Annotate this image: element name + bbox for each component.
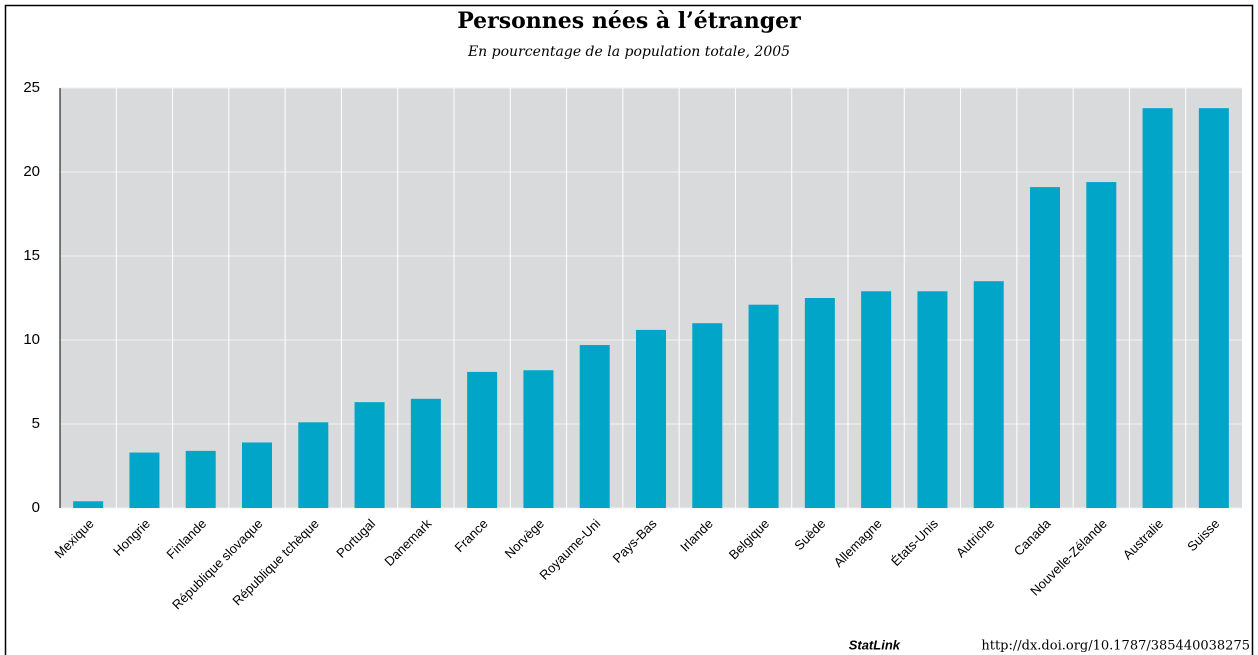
chart-title: Personnes nées à l’étranger [457,8,801,34]
x-tick-label: Portugal [333,516,378,561]
bar [185,450,216,508]
x-tick-label: Mexique [51,516,96,561]
bar [692,323,723,508]
bar [1086,182,1117,508]
x-tick-label: Hongrie [110,516,153,559]
bar [636,329,666,508]
bar [861,291,892,508]
y-tick-label: 0 [32,499,40,516]
x-tick-label: Finlande [163,516,209,562]
bar [298,422,329,508]
x-tick-label: Belgique [726,516,772,562]
y-tick-label: 10 [23,331,40,348]
x-tick-label: Norvège [502,516,547,561]
bar [748,304,779,508]
y-tick-label: 5 [32,415,40,432]
bar [1142,108,1173,508]
x-tick-label: Canada [1011,515,1054,558]
bar [129,452,160,508]
bar [973,281,1004,508]
x-tick-label: Royaume-Uni [536,516,603,583]
x-tick-label: Suisse [1184,516,1222,554]
bar [804,298,835,508]
x-tick-label: Suède [791,516,828,553]
x-tick-label: Pays-Bas [610,516,660,566]
statlink-url: http://dx.doi.org/10.1787/385440038275 [981,639,1250,654]
x-tick-label: États-Unis [888,516,941,569]
bar [523,370,554,508]
x-tick-label: Allemagne [831,516,885,570]
y-tick-label: 25 [23,79,40,96]
x-tick-label: Irlande [677,516,716,555]
frame [4,4,1254,655]
bar [410,398,441,508]
chart-subtitle: En pourcentage de la population totale, … [467,44,790,60]
y-tick-label: 15 [23,247,40,264]
bar [579,345,610,508]
x-tick-label: Autriche [953,516,997,560]
bar [354,402,385,508]
x-tick-label: Australie [1120,516,1166,562]
bar [242,442,272,508]
bar [467,371,498,508]
y-tick-label: 20 [23,163,40,180]
statlink-label: StatLink [849,637,901,652]
bar [1198,108,1229,508]
bar [1030,187,1060,508]
bar [917,291,948,508]
bar [73,501,104,508]
x-tick-label: Danemark [381,516,434,569]
x-tick-label: France [451,516,490,555]
